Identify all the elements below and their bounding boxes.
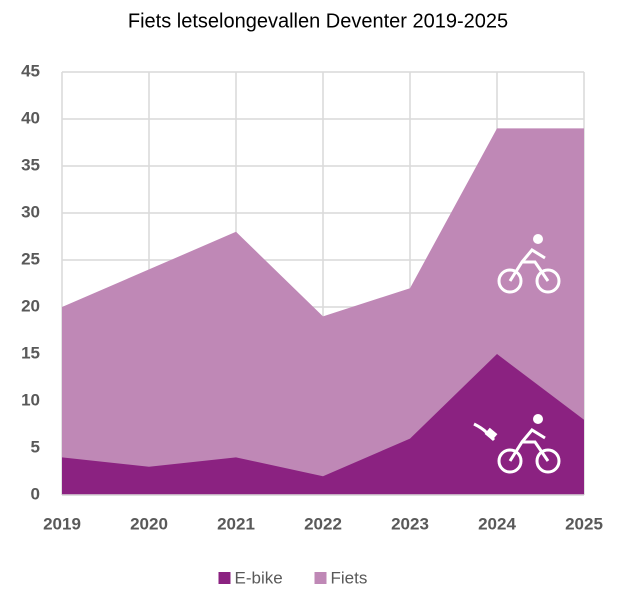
- icons: [473, 234, 561, 474]
- y-tick-label: 5: [31, 437, 40, 456]
- legend-label: E-bike: [235, 568, 283, 587]
- y-tick-label: 35: [21, 155, 40, 174]
- bike-icon: [497, 234, 561, 294]
- legend-label: Fiets: [331, 568, 368, 587]
- chart-title: Fiets letselongevallen Deventer 2019-202…: [128, 10, 508, 32]
- y-tick-label: 30: [21, 202, 40, 221]
- legend: E-bike Fiets: [218, 568, 368, 587]
- y-tick-label: 0: [31, 484, 40, 503]
- legend-swatch: [218, 572, 231, 584]
- x-tick-label: 2023: [391, 514, 429, 533]
- y-tick-label: 45: [21, 61, 40, 80]
- area: [62, 354, 584, 495]
- x-tick-label: 2020: [130, 514, 168, 533]
- y-tick-label: 15: [21, 343, 40, 362]
- x-tick-label: 2024: [478, 514, 516, 533]
- y-tick-label: 10: [21, 390, 40, 409]
- ebike-icon: [473, 414, 561, 474]
- y-tick-label: 40: [21, 108, 40, 127]
- x-tick-label: 2019: [43, 514, 81, 533]
- legend-swatch: [314, 572, 327, 584]
- x-tick-label: 2022: [304, 514, 342, 533]
- y-tick-label: 20: [21, 296, 40, 315]
- x-tick-label: 2021: [217, 514, 255, 533]
- plot-area: [61, 71, 585, 496]
- y-tick-label: 25: [21, 249, 40, 268]
- x-tick-label: 2025: [565, 514, 603, 533]
